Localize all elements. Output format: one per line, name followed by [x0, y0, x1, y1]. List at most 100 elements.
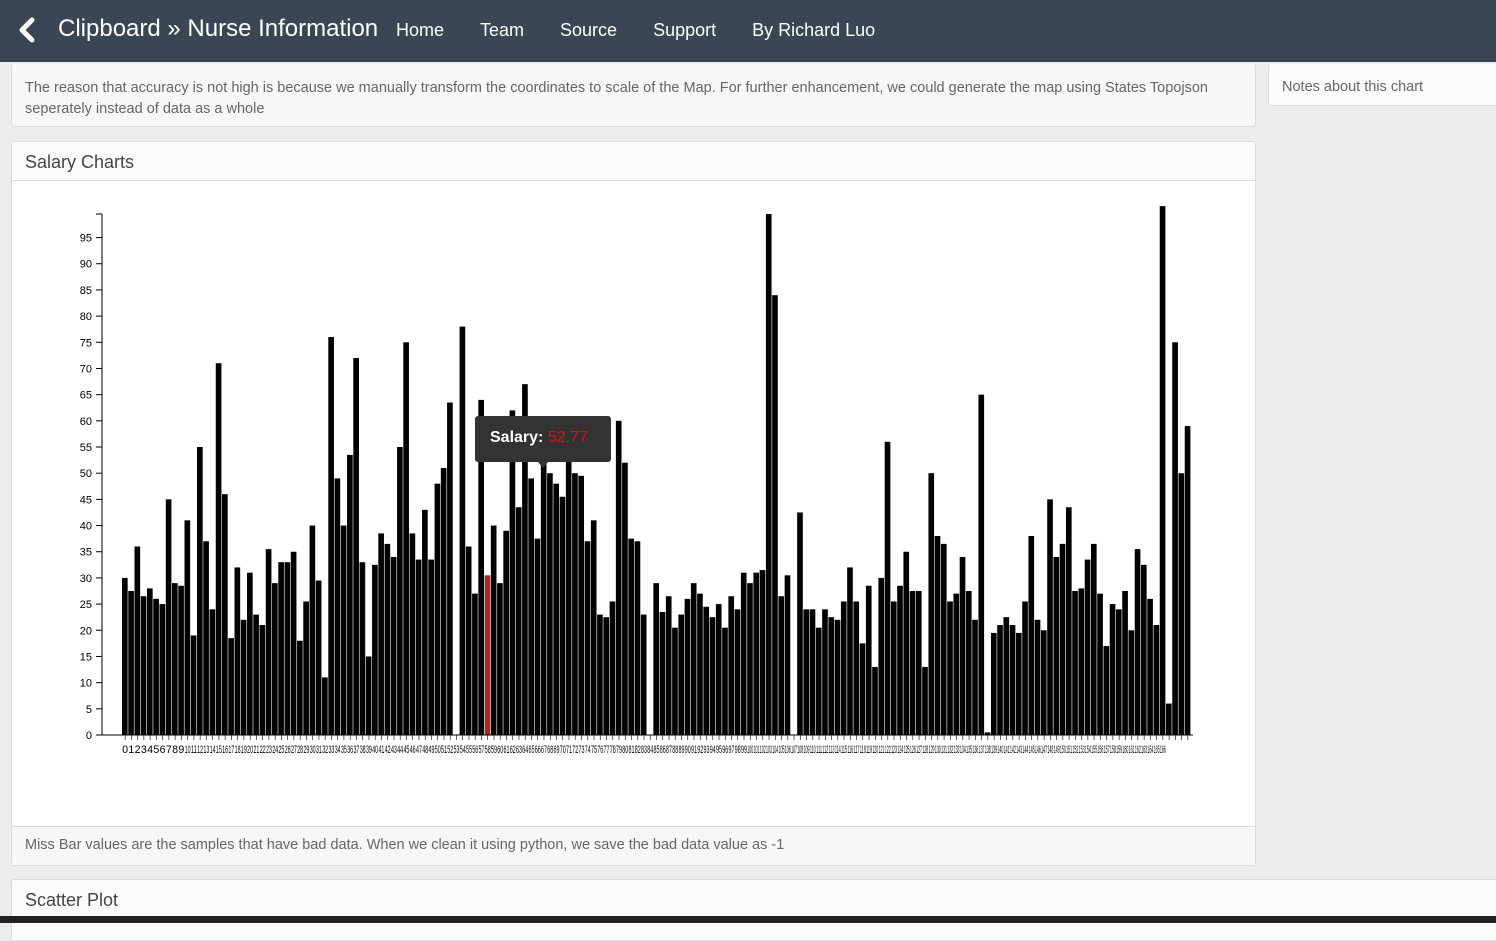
- bar: [603, 617, 610, 735]
- bar: [959, 556, 966, 735]
- bar: [697, 593, 703, 735]
- y-tick-label: 10: [80, 678, 92, 690]
- x-tick-label: 4: [147, 744, 153, 756]
- nav-author[interactable]: By Richard Luo: [752, 20, 876, 40]
- bar: [665, 596, 672, 735]
- bar: [934, 536, 941, 735]
- bar: [372, 564, 378, 735]
- bar: [622, 462, 628, 735]
- bar: [878, 577, 885, 735]
- bar: [659, 611, 666, 735]
- x-tick-label: 118: [860, 744, 866, 756]
- x-tick-label: 112: [822, 744, 828, 756]
- x-tick-label: 49: [428, 744, 434, 756]
- y-tick-label: 0: [86, 730, 92, 742]
- bar: [309, 525, 316, 735]
- x-tick-label: 93: [704, 744, 710, 756]
- chart-notes-label: Notes about this chart: [1282, 79, 1424, 95]
- bar: [903, 551, 910, 735]
- x-tick-label: 111: [816, 744, 822, 756]
- x-tick-label: 35: [341, 744, 347, 756]
- nav-support[interactable]: Support: [653, 20, 717, 40]
- nav-team[interactable]: Team: [480, 20, 525, 40]
- x-tick-label: 149: [1054, 744, 1060, 756]
- x-tick-label: 104: [772, 744, 778, 756]
- bar: [984, 732, 991, 735]
- bar: [628, 538, 635, 735]
- x-tick-label: 120: [872, 744, 878, 756]
- x-tick-label: 51: [441, 744, 447, 756]
- x-tick-label: 25: [278, 744, 284, 756]
- x-tick-label: 76: [597, 744, 603, 756]
- x-tick-label: 153: [1079, 744, 1085, 756]
- x-tick-label: 77: [604, 744, 610, 756]
- x-tick-label: 0: [122, 744, 128, 756]
- bar: [1115, 609, 1122, 735]
- x-tick-label: 108: [797, 744, 803, 756]
- x-tick-label: 164: [1147, 744, 1153, 756]
- x-tick-label: 91: [691, 744, 697, 756]
- x-tick-label: 148: [1047, 744, 1053, 756]
- bar: [578, 475, 585, 735]
- x-tick-label: 71: [566, 744, 572, 756]
- bar: [559, 496, 566, 735]
- bar: [803, 609, 810, 735]
- x-tick-label: 48: [422, 744, 428, 756]
- bar: [522, 384, 528, 735]
- bar: [184, 520, 191, 735]
- bar: [297, 640, 303, 735]
- x-tick-label: 3: [141, 744, 147, 756]
- x-tick-label: 19: [241, 744, 247, 756]
- bar: [1028, 536, 1035, 735]
- bar: [409, 533, 416, 735]
- x-tick-label: 159: [1116, 744, 1122, 756]
- bar: [740, 572, 747, 735]
- bar: [497, 583, 503, 735]
- tooltip-arrow: [538, 462, 548, 468]
- x-tick-label: 119: [866, 744, 872, 756]
- bar: [822, 609, 828, 735]
- salary-charts-panel: Salary Charts 0 5 10 15 20 25 30 35 40 45 50 55 60 65…: [11, 141, 1256, 866]
- bar: [753, 572, 760, 735]
- y-tick-label: 5: [86, 704, 92, 716]
- bar: [540, 458, 547, 735]
- bar: [872, 666, 878, 735]
- x-tick-label: 36: [347, 744, 353, 756]
- tooltip-label: Salary:: [490, 429, 544, 446]
- x-tick-label: 122: [885, 744, 891, 756]
- nav-source[interactable]: Source: [560, 20, 618, 40]
- salary-tooltip: Salary: 52.77: [475, 416, 611, 468]
- bar: [1097, 593, 1103, 735]
- x-tick-label: 123: [891, 744, 897, 756]
- bar: [715, 604, 722, 735]
- bar: [590, 520, 597, 735]
- map-notes-panel: The reason that accuracy is not high is …: [11, 64, 1256, 127]
- bar: [259, 625, 266, 735]
- back-arrow-icon[interactable]: [16, 16, 38, 44]
- bar: [378, 533, 384, 735]
- y-tick-label: 85: [80, 285, 92, 297]
- app-title[interactable]: Clipboard » Nurse Information: [58, 15, 379, 42]
- bar: [128, 591, 134, 735]
- bar: [359, 562, 366, 735]
- x-tick-label: 52: [447, 744, 453, 756]
- bar: [534, 538, 541, 735]
- nav-home[interactable]: Home: [396, 20, 445, 40]
- x-tick-label: 80: [622, 744, 628, 756]
- x-tick-label: 5: [153, 744, 159, 756]
- bar: [809, 609, 816, 735]
- bar: [172, 583, 178, 735]
- bar: [1059, 543, 1066, 735]
- bottom-scrollbar[interactable]: [0, 916, 1496, 923]
- x-tick-label: 22: [260, 744, 266, 756]
- bar: [147, 588, 153, 735]
- bar: [322, 677, 328, 735]
- bar: [1159, 206, 1166, 735]
- x-tick-label: 113: [829, 744, 835, 756]
- x-tick-label: 63: [516, 744, 522, 756]
- x-tick-label: 124: [897, 744, 903, 756]
- bar: [597, 614, 603, 735]
- x-tick-label: 110: [810, 744, 816, 756]
- bar: [1178, 473, 1185, 735]
- bar: [940, 543, 947, 735]
